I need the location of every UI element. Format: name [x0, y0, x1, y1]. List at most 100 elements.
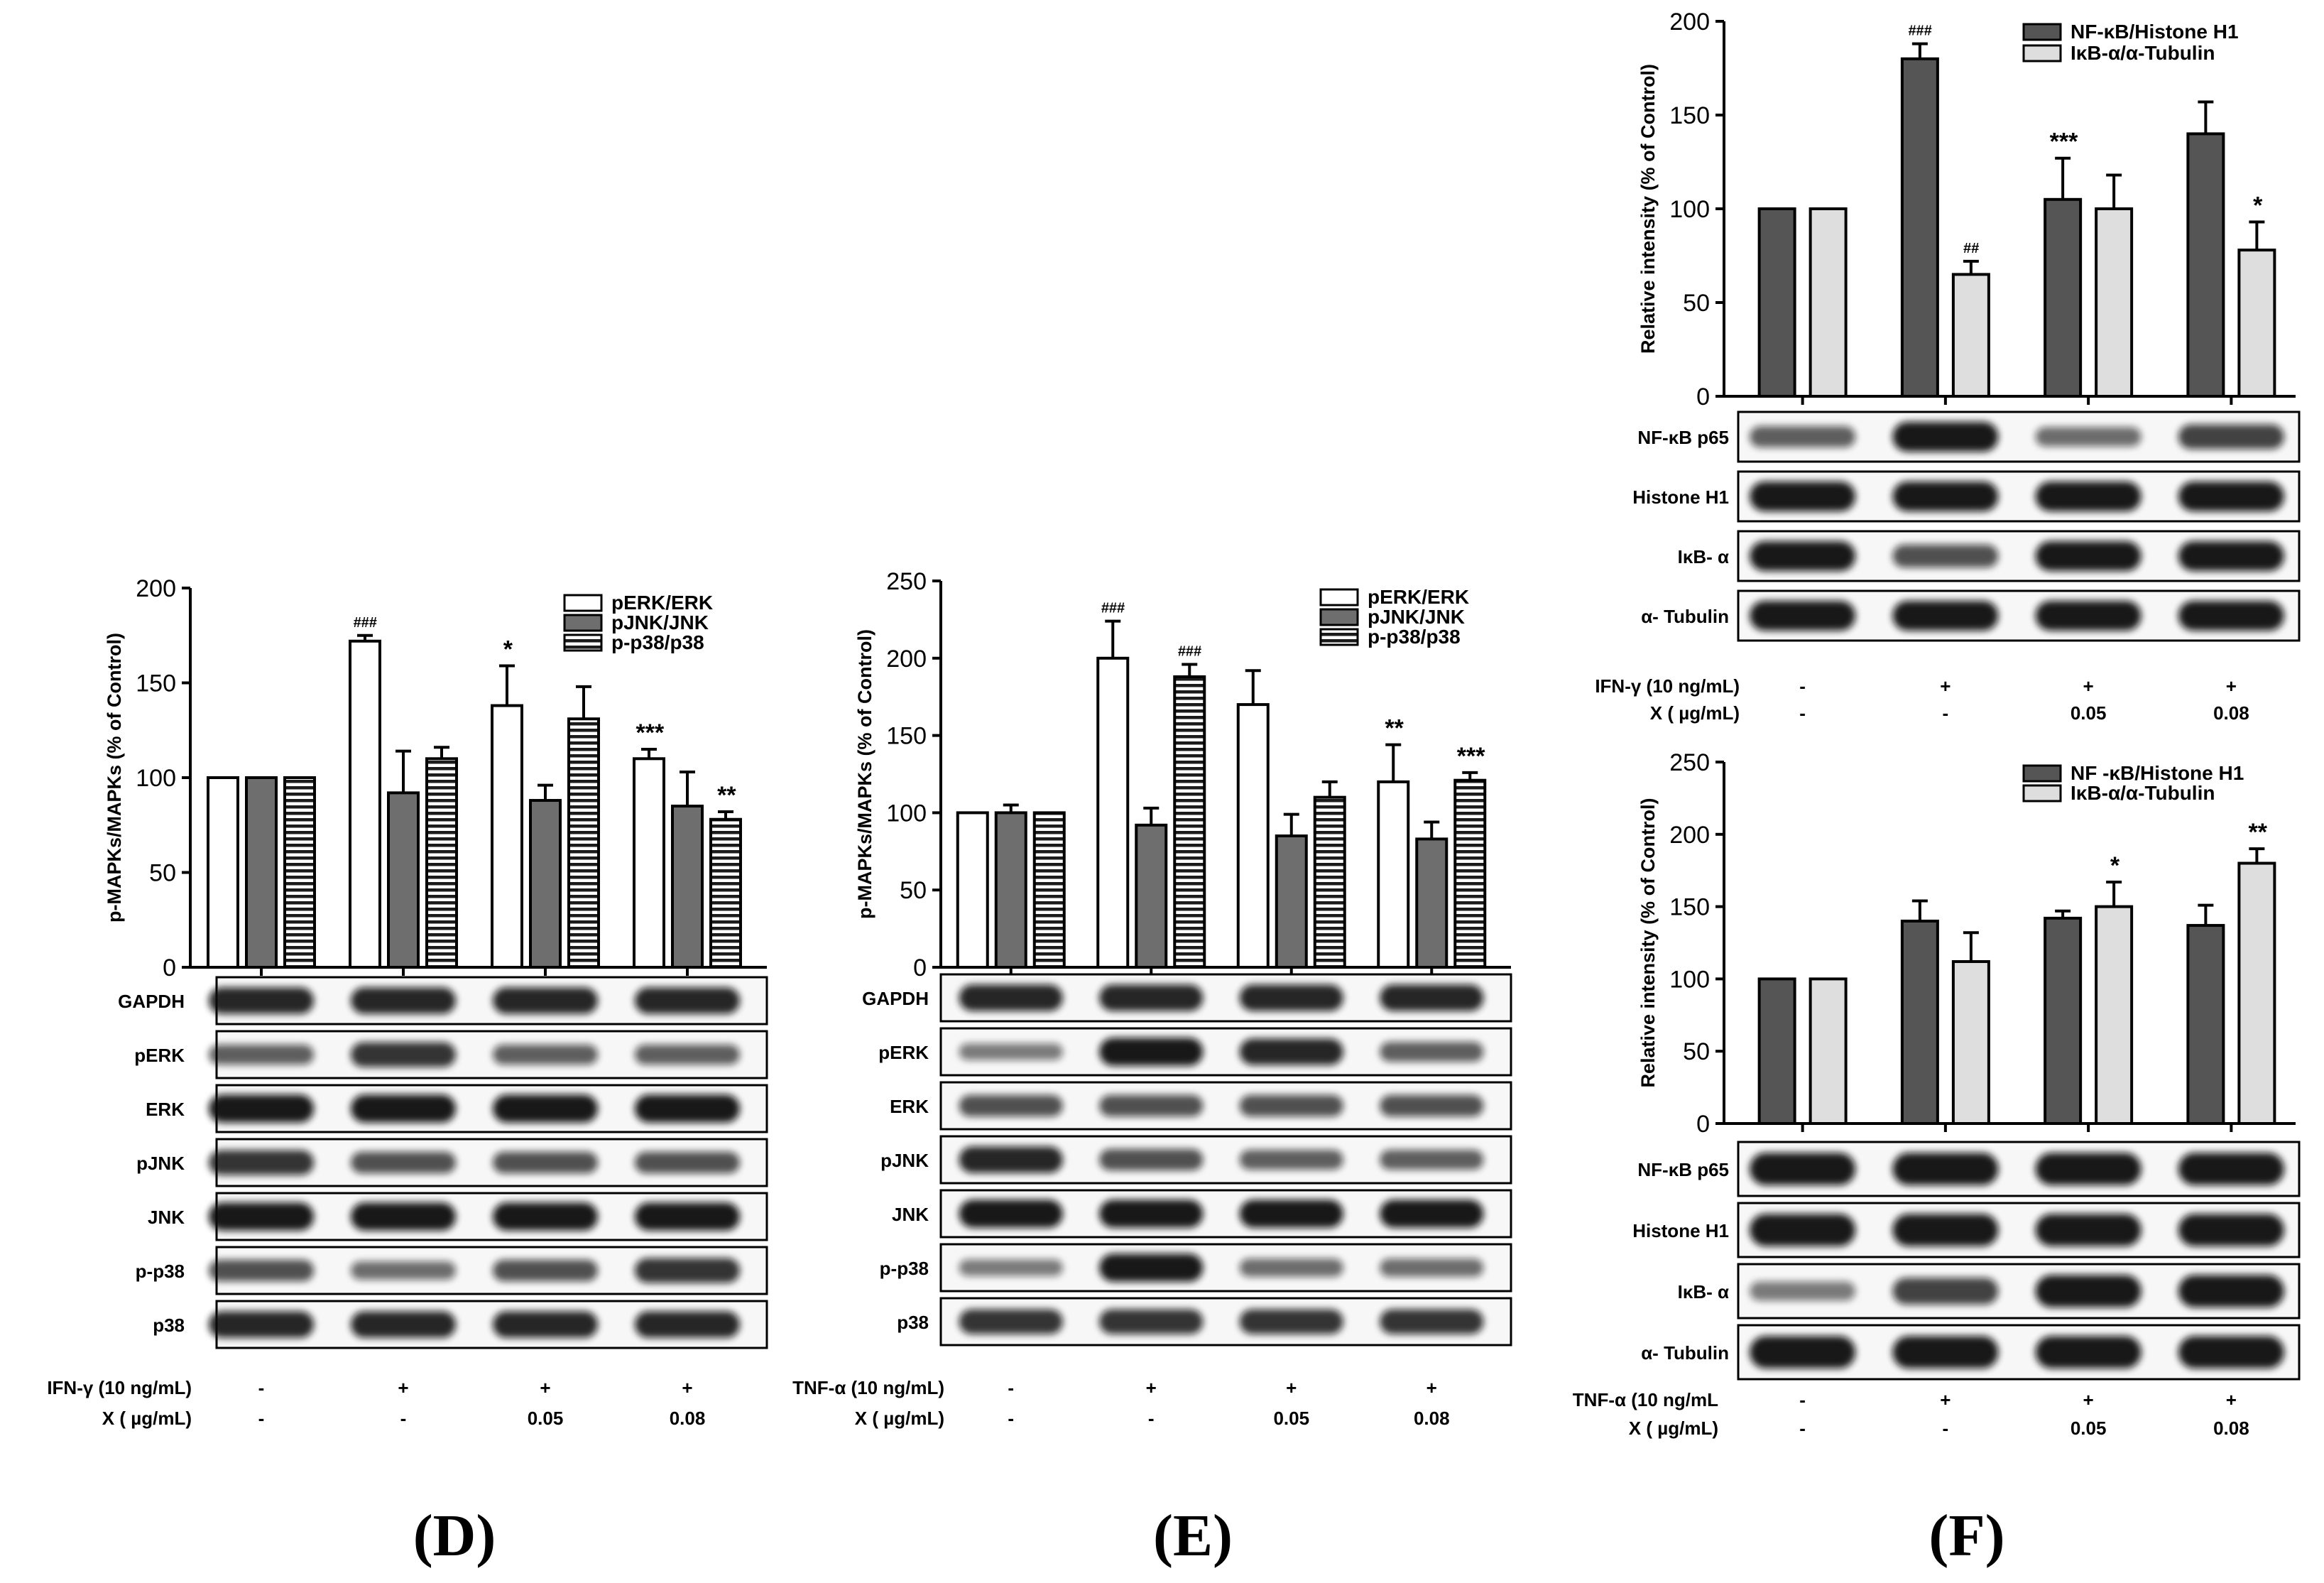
y-tick-label: 0: [1696, 383, 1710, 410]
blot-band: [1380, 1149, 1484, 1170]
bar: [2237, 861, 2276, 1126]
legend-swatch-icon: [563, 614, 603, 632]
blot-band: [1239, 1094, 1343, 1117]
blot-band: [635, 1044, 740, 1065]
significance-label: ***: [1456, 743, 1485, 770]
blot-band: [351, 1042, 456, 1067]
condition-value: -: [1799, 1389, 1806, 1410]
blot-band: [1239, 984, 1343, 1011]
legend-label: NF-κB/Histone H1: [2071, 21, 2239, 43]
blot-label: pERK: [878, 1042, 929, 1063]
blot-band: [1892, 422, 1999, 452]
y-tick-label: 200: [886, 646, 927, 673]
blot-band: [1380, 984, 1484, 1011]
blot-band: [2178, 1214, 2284, 1246]
blot-band: [209, 1044, 314, 1065]
y-tick-label: 50: [1683, 1038, 1710, 1065]
chart-1: 0 50 100 150 200 250 p-MAPKs/MAPKs (% of Contr…: [792, 568, 1512, 1569]
blot-band: [1380, 1258, 1484, 1277]
bar: [994, 811, 1027, 969]
condition-value: +: [1286, 1377, 1297, 1398]
legend-swatch-icon: [2022, 764, 2062, 783]
legend-label: IκB-α/α-Tubulin: [2071, 42, 2215, 64]
blot-band: [2178, 1336, 2284, 1369]
significance-label: *: [2252, 192, 2263, 219]
y-tick-label: 150: [886, 723, 927, 750]
blot-band: [2035, 541, 2142, 571]
condition-value: -: [258, 1377, 265, 1398]
y-tick-label: 100: [1669, 966, 1710, 993]
blot-label: GAPDH: [118, 991, 185, 1012]
blot-band: [2178, 601, 2284, 631]
bar: [633, 757, 665, 969]
y-tick-label: 0: [1696, 1111, 1710, 1138]
condition-label: X ( µg/mL): [855, 1408, 944, 1429]
bar: [2095, 905, 2134, 1125]
blot-label: Histone H1: [1632, 486, 1729, 508]
blot-label: IκB- α: [1678, 546, 1729, 567]
blot-label: p-p38: [136, 1261, 185, 1282]
blot-band: [1099, 1200, 1204, 1228]
blot-band: [1239, 1038, 1343, 1065]
blot-band: [1099, 1253, 1204, 1282]
blot-label: GAPDH: [862, 988, 929, 1009]
blot-band: [959, 984, 1063, 1011]
blot-band: [635, 1311, 740, 1338]
condition-value: +: [540, 1377, 550, 1398]
bar: [2237, 249, 2276, 398]
condition-label: IFN-γ (10 ng/mL): [1595, 675, 1740, 697]
condition-value: -: [1943, 702, 1949, 724]
blot-band: [2178, 1275, 2284, 1307]
panel-label: (F): [1929, 1503, 2004, 1569]
condition-value: -: [1148, 1408, 1155, 1429]
blot-band: [209, 1259, 314, 1282]
legend-swatch-icon: [1319, 628, 1359, 646]
blot-band: [1892, 1336, 1999, 1369]
bar: [1173, 675, 1206, 969]
blot-band: [1892, 1153, 1999, 1185]
bar: [1951, 959, 1990, 1126]
blot-band: [351, 1094, 456, 1123]
blot-label: IκB- α: [1678, 1281, 1729, 1302]
bar: [2044, 916, 2083, 1125]
bar: [1951, 273, 1990, 398]
blot-band: [1750, 1281, 1856, 1301]
blot-band: [2178, 482, 2284, 511]
y-tick-label: 100: [136, 765, 176, 792]
blot-band: [351, 1311, 456, 1338]
legend-swatch-icon: [563, 633, 603, 652]
condition-label: TNF-α (10 ng/mL): [792, 1377, 944, 1398]
blot-band: [1099, 1309, 1204, 1334]
blot-band: [209, 987, 314, 1014]
blot-band: [2178, 541, 2284, 571]
legend-label: p-p38/p38: [1368, 626, 1461, 648]
condition-value: -: [1799, 675, 1806, 697]
condition-label: X ( µg/mL): [1650, 702, 1740, 724]
blot-label: NF-κB p65: [1637, 1159, 1729, 1180]
condition-value: +: [2226, 675, 2237, 697]
y-tick-label: 150: [1669, 102, 1710, 129]
blot-band: [635, 1094, 740, 1123]
bar: [245, 776, 278, 969]
legend-label: pERK/ERK: [1368, 586, 1469, 608]
blot-band: [959, 1259, 1063, 1276]
condition-value: +: [682, 1377, 692, 1398]
condition-value: 0.05: [528, 1408, 564, 1429]
blot-band: [2178, 1153, 2284, 1185]
blot-band: [493, 1202, 598, 1231]
blot-band: [1239, 1200, 1343, 1228]
blot-band: [1239, 1149, 1343, 1170]
significance-label: ##: [1963, 241, 1980, 256]
bar: [1236, 703, 1270, 969]
condition-value: +: [1146, 1377, 1157, 1398]
bar: [709, 817, 742, 969]
bar: [1096, 656, 1130, 969]
bar: [2044, 197, 2083, 398]
bar: [1809, 207, 1848, 398]
blot-label: pJNK: [136, 1153, 185, 1174]
panel-label: (E): [1153, 1503, 1233, 1569]
blot-band: [1892, 482, 1999, 511]
legend-swatch-icon: [1319, 608, 1359, 626]
blot-label: pJNK: [880, 1150, 929, 1171]
panel-label: (D): [413, 1503, 496, 1569]
